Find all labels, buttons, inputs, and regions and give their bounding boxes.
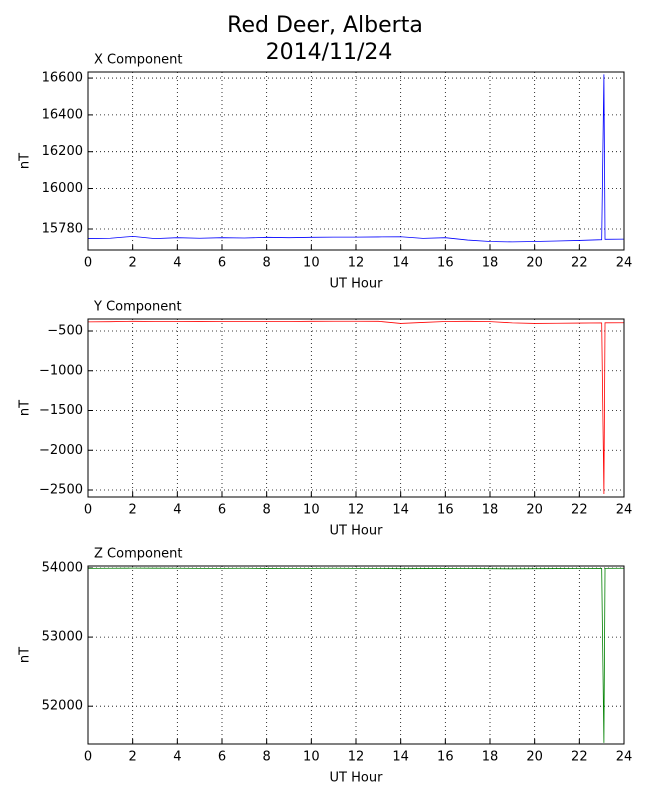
y-axis-label: nT — [18, 647, 33, 663]
x-axis-label: UT Hour — [330, 277, 384, 292]
y-tick-label: 16600 — [42, 71, 83, 86]
y-tick-label: −1000 — [39, 363, 83, 378]
x-tick-label: 18 — [482, 256, 499, 271]
x-tick-label: 16 — [437, 503, 454, 518]
y-axis-label: nT — [18, 400, 33, 416]
x-tick-label: 10 — [303, 503, 320, 518]
y-tick-label: 16000 — [42, 181, 83, 196]
axes-title: Z Component — [94, 547, 183, 562]
x-tick-label: 2 — [129, 256, 137, 271]
y-tick-label: 15780 — [42, 222, 83, 237]
x-tick-label: 0 — [84, 750, 92, 765]
x-tick-label: 24 — [616, 750, 633, 765]
x-tick-label: 2 — [129, 750, 137, 765]
x-tick-label: 4 — [173, 503, 181, 518]
x-tick-label: 24 — [616, 256, 633, 271]
x-tick-label: 12 — [348, 503, 365, 518]
y-tick-label: 53000 — [42, 630, 83, 645]
x-tick-label: 6 — [218, 503, 226, 518]
x-tick-label: 22 — [571, 503, 588, 518]
x-tick-label: 12 — [348, 750, 365, 765]
figure-title: Red Deer, Alberta — [227, 13, 423, 38]
x-tick-label: 20 — [526, 750, 543, 765]
x-tick-label: 6 — [218, 256, 226, 271]
axes-title: Y Component — [93, 300, 182, 315]
x-tick-label: 4 — [173, 256, 181, 271]
figure-subtitle: 2014/11/24 — [266, 40, 393, 65]
axes-frame — [87, 71, 625, 251]
x-tick-label: 20 — [526, 503, 543, 518]
x-tick-label: 12 — [348, 256, 365, 271]
y-axis-label: nT — [18, 153, 33, 169]
y-tick-label: 54000 — [42, 561, 83, 576]
y-tick-label: 52000 — [42, 699, 83, 714]
x-tick-label: 10 — [303, 256, 320, 271]
x-tick-label: 20 — [526, 256, 543, 271]
x-tick-label: 14 — [392, 750, 409, 765]
data-line — [87, 567, 625, 743]
x-tick-label: 0 — [84, 503, 92, 518]
y-tick-label: −1500 — [39, 403, 83, 418]
x-tick-label: 8 — [263, 750, 271, 765]
x-tick-label: 24 — [616, 503, 633, 518]
x-axis-label: UT Hour — [330, 771, 384, 786]
x-tick-label: 8 — [263, 503, 271, 518]
y-tick-label: −2500 — [39, 483, 83, 498]
data-line — [87, 74, 625, 243]
y-tick-label: −2000 — [39, 443, 83, 458]
x-tick-label: 2 — [129, 503, 137, 518]
x-tick-label: 22 — [571, 256, 588, 271]
axes-frame — [87, 565, 625, 745]
x-tick-label: 10 — [303, 750, 320, 765]
y-tick-label: −500 — [47, 324, 83, 339]
x-tick-label: 16 — [437, 256, 454, 271]
y-tick-label: 16200 — [42, 144, 83, 159]
x-tick-label: 14 — [392, 503, 409, 518]
x-tick-label: 8 — [263, 256, 271, 271]
x-tick-label: 16 — [437, 750, 454, 765]
axes-title: X Component — [94, 53, 183, 68]
x-axis-label: UT Hour — [330, 524, 384, 539]
x-tick-label: 4 — [173, 750, 181, 765]
x-tick-label: 14 — [392, 256, 409, 271]
x-tick-label: 0 — [84, 256, 92, 271]
x-tick-label: 22 — [571, 750, 588, 765]
x-tick-label: 6 — [218, 750, 226, 765]
x-tick-label: 18 — [482, 503, 499, 518]
y-tick-label: 16400 — [42, 107, 83, 122]
axes-frame — [87, 318, 625, 498]
data-line — [87, 320, 625, 494]
x-tick-label: 18 — [482, 750, 499, 765]
